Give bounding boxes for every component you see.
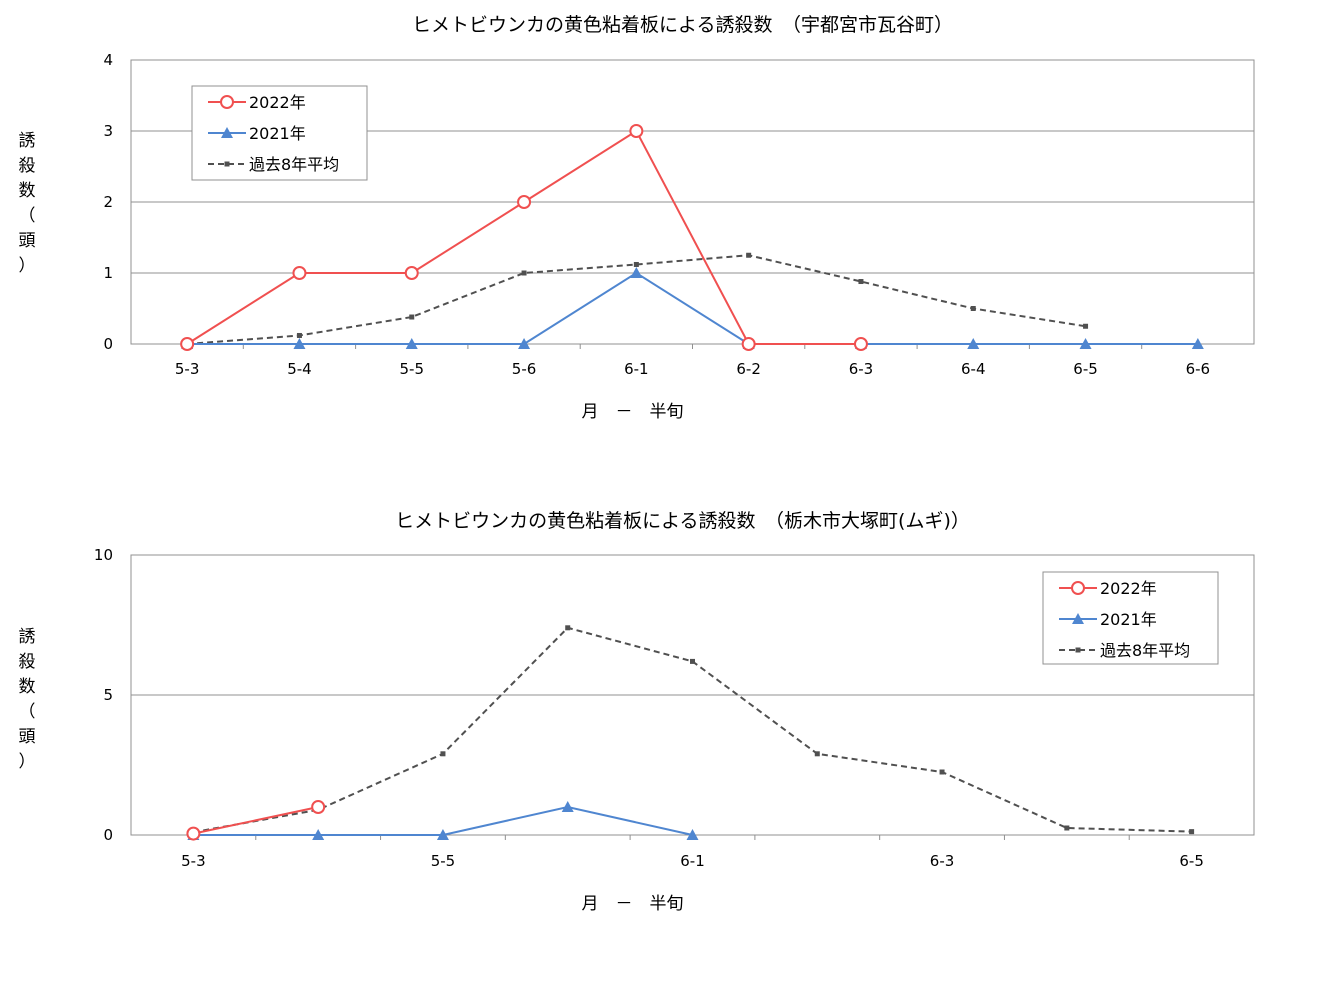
data-point [858,279,864,285]
data-point [741,337,756,351]
legend-label: 2021年 [249,124,306,143]
data-point [311,800,326,814]
x-tick-label: 6-2 [736,360,761,378]
y-axis-label-char: 数 [19,181,36,201]
y-tick-label: 5 [103,686,113,704]
x-tick-label: 6-1 [680,852,705,870]
data-point [186,826,201,841]
data-point [565,625,571,631]
data-point [521,270,527,276]
legend-swatch-marker [220,95,234,109]
chart-bottom-svg: ヒメトビウンカの黄色粘着板による誘殺数 （栃木市大塚町(ムギ)） 0 5 10 5-3 5… [19,510,1255,914]
y-tick-label: 10 [94,546,113,564]
y-tick-label: 4 [103,51,113,69]
data-point [1083,323,1089,329]
data-point [312,829,325,840]
data-point [967,338,980,349]
series-line [187,254,1086,345]
y-tick-label: 2 [103,193,113,211]
x-tick-label: 5-5 [400,360,425,378]
chart-top-svg: ヒメトビウンカの黄色粘着板による誘殺数 （宇都宮市瓦谷町） 0 1 2 3 4 5-3 5-4… [19,14,1255,422]
x-axis-label: 月 － 半旬 [582,894,684,914]
x-axis-label: 月 － 半旬 [582,402,684,422]
data-point [405,338,418,349]
data-point [561,801,574,812]
data-point [970,306,976,311]
x-tick-label: 5-3 [181,852,206,870]
y-axis-label-char: 殺 [19,652,36,672]
x-tick-label: 6-5 [1179,852,1204,870]
data-point [293,338,306,349]
x-tick-label: 6-6 [1186,360,1211,378]
series-line [193,806,319,835]
data-point [409,314,415,320]
data-point [1079,338,1092,349]
y-axis-label-char: （ [19,206,36,226]
data-point [633,261,639,267]
data-point [1191,338,1204,349]
x-tick-label: 5-5 [431,852,456,870]
legend-swatch-marker [221,127,233,138]
y-tick-label: 0 [103,335,113,353]
x-tick-label: 5-3 [175,360,200,378]
data-point [630,267,643,278]
y-axis-label-char: 頭 [19,231,36,251]
series-line [193,626,1192,834]
chart-top: ヒメトビウンカの黄色粘着板による誘殺数 （宇都宮市瓦谷町） 0 1 2 3 4 5-3 5-4… [0,0,1328,480]
data-point [436,829,449,840]
chart-bottom: ヒメトビウンカの黄色粘着板による誘殺数 （栃木市大塚町(ムギ)） 0 5 10 5-3 5… [0,500,1328,980]
data-point [939,769,945,775]
legend-swatch-marker [1072,613,1084,624]
data-point [1189,829,1195,835]
series-triangle [181,267,1204,349]
x-tick-label: 6-1 [624,360,649,378]
data-point [296,332,302,338]
data-point [440,751,446,757]
y-axis-label-char: 数 [19,677,36,697]
legend-swatch-marker [1071,581,1085,595]
y-tick-label: 0 [103,826,113,844]
x-tick-label: 6-3 [849,360,874,378]
data-point [629,124,644,138]
data-point [180,337,195,351]
x-tick-label: 6-5 [1073,360,1098,378]
chart-title: ヒメトビウンカの黄色粘着板による誘殺数 （栃木市大塚町(ムギ)） [395,510,970,532]
legend-swatch-marker [224,161,230,167]
x-tick-label: 6-4 [961,360,986,378]
data-point [686,829,699,840]
y-tick-label: 1 [103,264,113,282]
x-tick-label: 5-6 [512,360,537,378]
x-tick-label: 5-4 [287,360,312,378]
series-circle [186,800,326,841]
y-axis-label-char: 殺 [19,156,36,176]
data-point [518,338,531,349]
legend-label: 2022年 [249,93,306,112]
data-point [814,751,820,757]
series-circle [180,124,868,351]
legend-label: 過去8年平均 [249,155,339,174]
data-point [517,195,532,209]
legend-label: 過去8年平均 [1100,641,1190,660]
data-point [404,266,419,280]
y-axis-label-char: 頭 [19,727,36,747]
series-dashed [184,252,1089,347]
chart-title: ヒメトビウンカの黄色粘着板による誘殺数 （宇都宮市瓦谷町） [412,14,953,36]
y-tick-label: 3 [103,122,113,140]
legend-label: 2021年 [1100,610,1157,629]
data-point [292,266,307,280]
y-axis-label-char: 誘 [19,627,36,647]
data-point [746,252,752,258]
y-axis-label-char: （ [19,702,36,722]
y-axis-label-char: ） [19,256,36,276]
data-point [690,658,695,664]
x-tick-label: 6-3 [930,852,955,870]
legend-label: 2022年 [1100,579,1157,598]
legend-swatch-marker [1075,647,1081,653]
data-point [1064,825,1070,831]
y-axis-label-char: 誘 [19,131,36,151]
y-axis-label-char: ） [19,752,36,772]
series-line [187,271,1198,345]
data-point [853,337,868,351]
